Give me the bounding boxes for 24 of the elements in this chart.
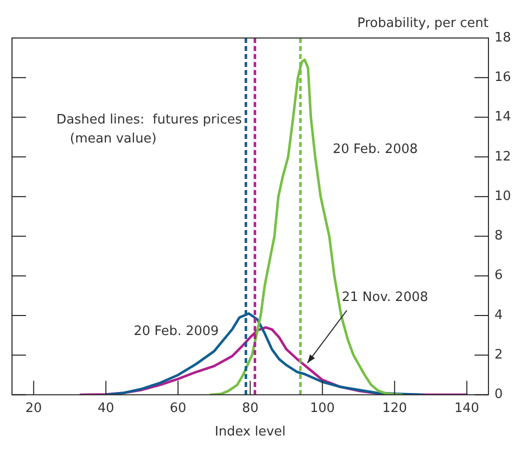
x-axis-title: Index level (214, 424, 286, 440)
y-tick-label: 6 (494, 268, 503, 284)
x-tick-label: 60 (170, 400, 186, 416)
series-label: 20 Feb. 2009 (134, 324, 219, 339)
x-tick-label: 80 (242, 400, 258, 416)
y-tick-label: 8 (494, 228, 503, 244)
y-axis-title: Probability, per cent (357, 16, 488, 31)
series-label: 20 Feb. 2008 (332, 142, 418, 158)
text: 21 Nov. 2008 (342, 290, 428, 305)
x-tick-label: 140 (454, 400, 480, 416)
y-tick-label: 10 (494, 188, 512, 204)
y-tick-label: 12 (494, 149, 512, 164)
y-tick-label: 14 (494, 110, 512, 125)
y-tick-label: 16 (494, 70, 512, 86)
annotation: (mean value) (70, 131, 157, 146)
y-tick-label: 4 (494, 308, 503, 323)
y-tick-label: 0 (494, 387, 503, 402)
x-tick-label: 20 (25, 400, 42, 416)
y-tick-label: 18 (494, 30, 512, 46)
x-tick-label: 40 (98, 400, 114, 416)
x-tick-label: 100 (310, 400, 335, 416)
x-tick-label: 120 (382, 400, 408, 416)
annotation: Dashed lines: futures prices (56, 112, 242, 128)
y-tick-label: 2 (494, 348, 503, 363)
